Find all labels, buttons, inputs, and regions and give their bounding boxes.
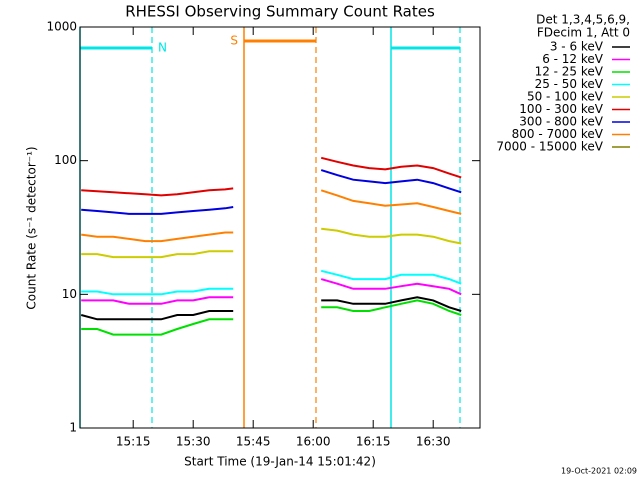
series-line (81, 169, 462, 215)
series-line (81, 156, 462, 197)
x-tick-label: 16:30 (416, 435, 451, 449)
y-tick-label: 1000 (46, 20, 77, 34)
legend-label: 3 - 6 keV (550, 40, 604, 54)
series-line (81, 227, 462, 259)
interval-label: S (230, 34, 238, 48)
legend-label: 800 - 7000 keV (512, 127, 604, 141)
interval-label: N (158, 41, 167, 55)
series-line (81, 278, 462, 305)
legend-label: 7000 - 15000 keV (496, 140, 603, 154)
legend-label: 300 - 800 keV (519, 115, 603, 129)
legend-header: Det 1,3,4,5,6,9, (536, 13, 630, 27)
x-tick-label: 16:00 (296, 435, 331, 449)
series-line (81, 299, 462, 336)
x-tick-label: 15:30 (176, 435, 211, 449)
plot-frame (79, 26, 481, 429)
x-tick-label: 16:15 (356, 435, 391, 449)
series-line (81, 189, 462, 243)
legend-label: 12 - 25 keV (535, 65, 604, 79)
legend-label: 25 - 50 keV (535, 77, 604, 91)
legend-label: 6 - 12 keV (542, 52, 604, 66)
chart-title: RHESSI Observing Summary Count Rates (125, 3, 435, 21)
x-axis-label: Start Time (19-Jan-14 15:01:42) (184, 455, 376, 469)
y-tick-label: 100 (54, 153, 77, 167)
legend-header: FDecim 1, Att 0 (537, 26, 630, 40)
series-line (80, 296, 462, 321)
y-tick-label: 1 (69, 421, 77, 435)
x-tick-label: 15:45 (236, 435, 271, 449)
legend-label: 100 - 300 keV (519, 102, 603, 116)
legend-label: 50 - 100 keV (527, 90, 604, 104)
y-axis-label: Count Rate (s⁻¹ detector⁻¹) (25, 146, 39, 309)
x-tick-label: 15:15 (116, 435, 151, 449)
y-tick-label: 10 (62, 287, 77, 301)
footer: 19-Oct-2021 02:09 (561, 467, 637, 476)
series-line (81, 269, 462, 296)
